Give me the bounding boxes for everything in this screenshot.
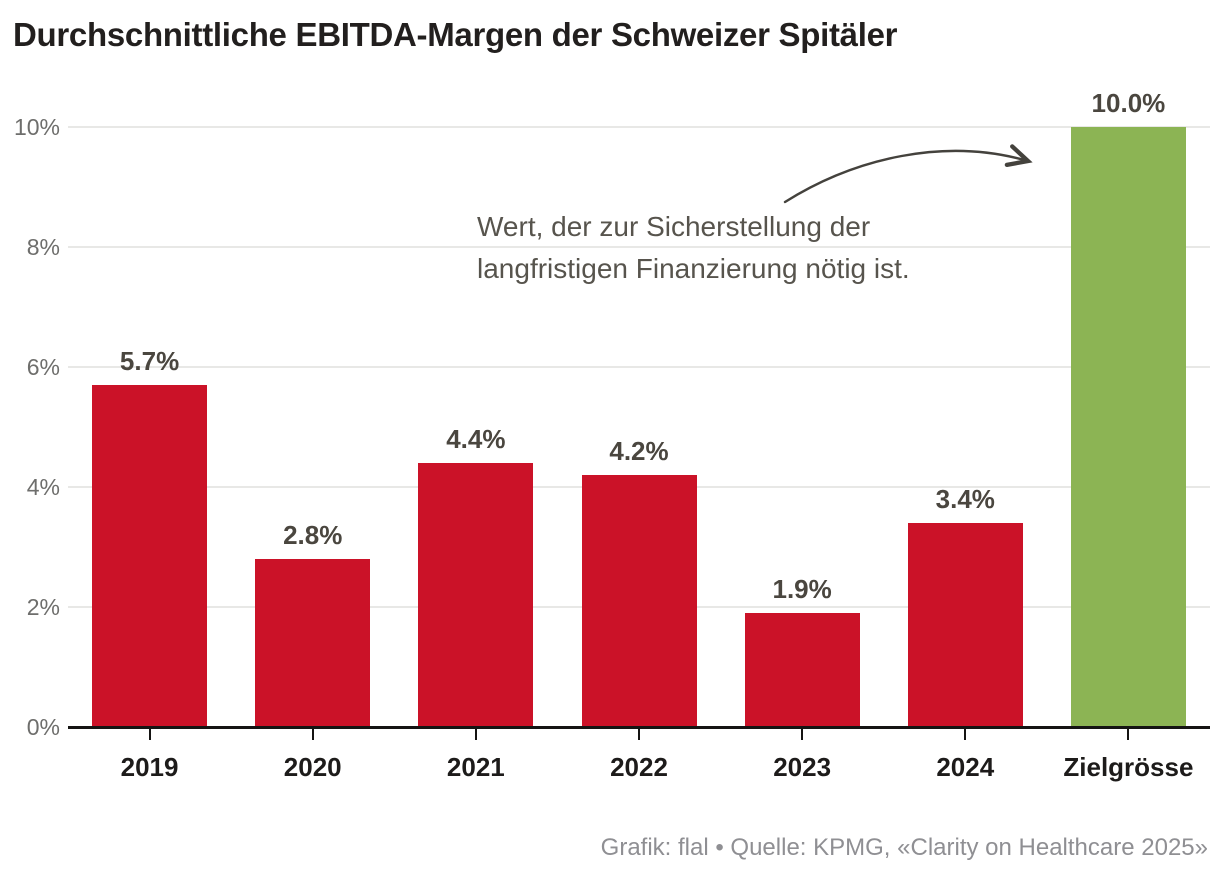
bar-value-label: 4.2% — [609, 436, 669, 466]
bar — [92, 385, 208, 727]
x-axis-tick-label: 2021 — [446, 752, 505, 782]
annotation-line-2: langfristigen Finanzierung nötig ist. — [477, 253, 910, 284]
x-axis-tick — [801, 729, 804, 740]
bar-value-label: 5.7% — [119, 346, 180, 376]
y-axis-tick-label: 0% — [26, 714, 60, 740]
bar — [907, 523, 1023, 727]
gridline — [68, 366, 1210, 368]
x-axis-tick — [311, 729, 314, 740]
chart-title: Durchschnittliche EBITDA-Margen der Schw… — [13, 16, 898, 53]
gridline — [68, 126, 1210, 128]
x-axis-line — [68, 726, 1210, 729]
bar — [744, 613, 860, 727]
gridline — [68, 246, 1210, 248]
y-axis-tick-label: 10% — [13, 114, 60, 140]
bar — [1070, 127, 1186, 727]
y-axis-tick-label: 6% — [26, 354, 60, 380]
x-axis-tick-label: 2022 — [610, 752, 668, 782]
bar — [255, 559, 371, 727]
y-axis-tick-label: 4% — [26, 474, 60, 500]
x-axis-tick — [638, 729, 640, 740]
x-axis-tick — [1127, 729, 1130, 740]
bar-value-label: 2.8% — [283, 520, 343, 550]
bar-value-label: 3.4% — [935, 484, 995, 514]
bar-value-label: 10.0% — [1091, 88, 1166, 118]
x-axis-tick-label: 2019 — [120, 752, 179, 782]
y-axis-tick-label: 8% — [26, 234, 60, 260]
annotation-arrow-icon — [783, 144, 1033, 204]
x-axis-tick — [474, 729, 477, 740]
x-axis-tick — [964, 729, 967, 740]
x-axis-tick-label: 2020 — [283, 752, 342, 782]
x-axis-tick-label: 2024 — [936, 752, 995, 782]
bar — [418, 463, 534, 727]
y-axis-tick-label: 2% — [26, 594, 60, 620]
x-axis-tick-label: 2023 — [773, 752, 832, 782]
bar — [581, 475, 697, 727]
annotation-line-1: Wert, der zur Sicherstellung der — [477, 211, 871, 242]
x-axis-tick-label: Zielgrösse — [1063, 752, 1194, 782]
bar-value-label: 4.4% — [446, 424, 506, 454]
bar-value-label: 1.9% — [772, 574, 832, 604]
x-axis-tick — [148, 729, 151, 740]
source-credit: Grafik: flal • Quelle: KPMG, «Clarity on… — [600, 834, 1208, 861]
annotation-text: Wert, der zur Sicherstellung der langfri… — [477, 206, 910, 290]
